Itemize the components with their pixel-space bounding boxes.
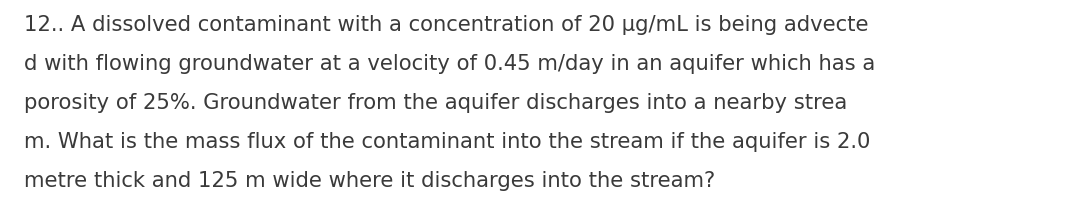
Text: d with flowing groundwater at a velocity of 0.45 m/day in an aquifer which has a: d with flowing groundwater at a velocity… bbox=[24, 54, 875, 74]
Text: metre thick and 125 m wide where it discharges into the stream?: metre thick and 125 m wide where it disc… bbox=[24, 171, 715, 191]
Text: 12.. A dissolved contaminant with a concentration of 20 μg/mL is being advecte: 12.. A dissolved contaminant with a conc… bbox=[24, 15, 868, 35]
Text: m. What is the mass flux of the contaminant into the stream if the aquifer is 2.: m. What is the mass flux of the contamin… bbox=[24, 132, 870, 152]
Text: porosity of 25%. Groundwater from the aquifer discharges into a nearby strea: porosity of 25%. Groundwater from the aq… bbox=[24, 93, 847, 113]
